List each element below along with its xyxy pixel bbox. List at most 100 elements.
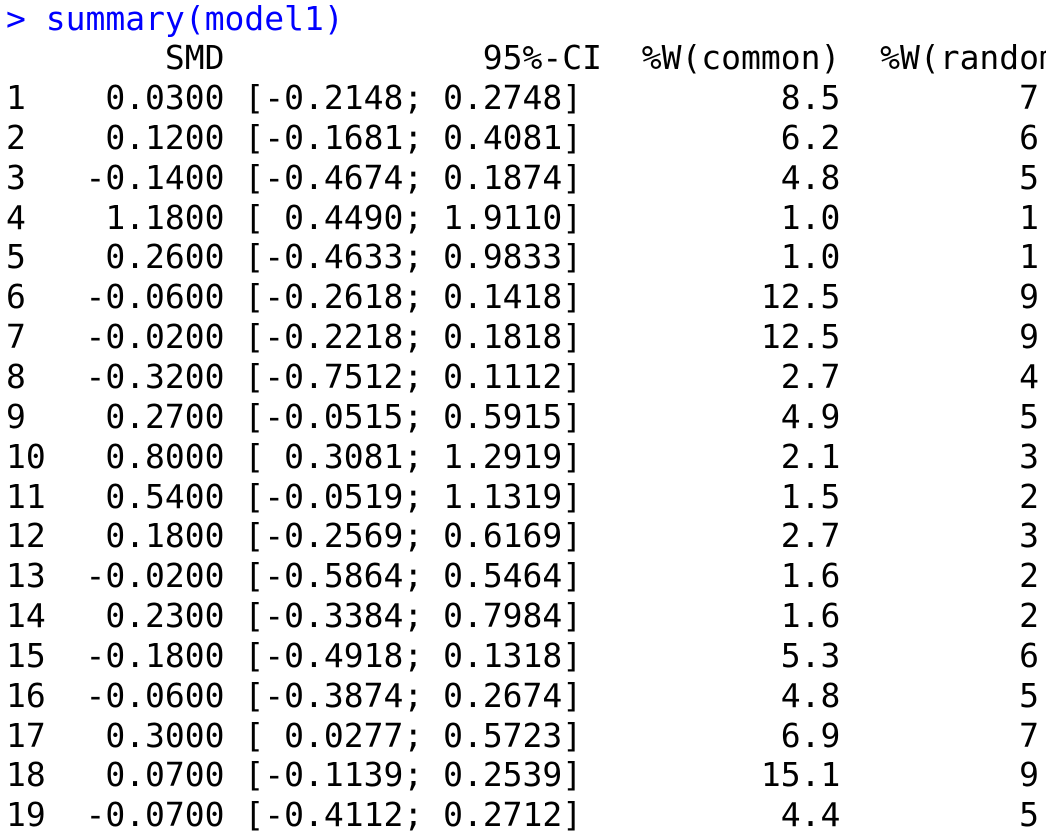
ci-upper: 0.6169 (443, 516, 563, 556)
ci-upper: 0.2674 (443, 675, 563, 715)
confidence-interval: [0.4490; 1.9110] (244, 197, 583, 237)
table-row: 2 0.1200 [-0.1681; 0.4081] 6.2 6.6 (6, 118, 1046, 158)
ci-upper: 1.2919 (443, 436, 563, 476)
ci-lower: 0.0277 (284, 715, 404, 755)
smd-value: -0.0200 (85, 556, 225, 596)
weight-random-value: 7.0 (1019, 715, 1046, 755)
ci-upper: 1.1319 (443, 476, 563, 516)
header-weight-random: %W(random) (880, 38, 1046, 77)
table-row: 15 -0.1800 [-0.4918; 0.1318] 5.3 6.0 (6, 636, 1046, 676)
table-row: 19 -0.0700 [-0.4112; 0.2712] 4.4 5.4 (6, 795, 1046, 835)
ci-lower: -0.7512 (264, 356, 404, 396)
weight-random-value: 4.0 (1019, 356, 1046, 396)
confidence-interval: [0.3081; 1.2919] (244, 436, 583, 476)
ci-lower: -0.4633 (264, 237, 404, 277)
table-row: 16 -0.0600 [-0.3874; 0.2674] 4.8 5.7 (6, 676, 1046, 716)
ci-lower: -0.4674 (264, 157, 404, 197)
weight-random-value: 5.8 (1019, 396, 1046, 436)
smd-value: -0.0600 (85, 675, 225, 715)
header-smd: SMD (164, 38, 225, 77)
smd-value: -0.1800 (85, 635, 225, 675)
smd-value: -0.3200 (85, 356, 225, 396)
weight-common-value: 4.4 (780, 795, 841, 835)
row-id: 10 (6, 436, 46, 476)
weight-random-value: 1.7 (1019, 197, 1046, 237)
confidence-interval: [-0.2569; 0.6169] (244, 516, 583, 556)
ci-upper: 1.9110 (443, 197, 563, 237)
confidence-interval: [-0.0519; 1.1319] (244, 476, 583, 516)
confidence-interval: [-0.3384; 0.7984] (244, 596, 583, 636)
ci-lower: -0.0519 (264, 476, 404, 516)
weight-common-value: 6.2 (780, 117, 841, 157)
weight-common-value: 4.8 (780, 675, 841, 715)
table-row: 4 1.1800 [0.4490; 1.9110] 1.0 1.7 (6, 198, 1046, 238)
ci-lower: -0.0515 (264, 396, 404, 436)
ci-lower: -0.5864 (264, 556, 404, 596)
ci-upper: 0.2712 (443, 795, 563, 835)
confidence-interval: [-0.4674; 0.1874] (244, 157, 583, 197)
confidence-interval: [-0.4112; 0.2712] (244, 795, 583, 835)
row-id: 16 (6, 675, 46, 715)
confidence-interval: [0.0277; 0.5723] (244, 715, 583, 755)
weight-common-value: 8.5 (780, 78, 841, 117)
confidence-interval: [-0.2218; 0.1818] (244, 317, 583, 357)
row-id: 4 (6, 197, 26, 237)
table-row: 1 0.0300 [-0.2148; 0.2748] 8.5 7.7 (6, 78, 1046, 118)
confidence-interval: [-0.7512; 0.1112] (244, 356, 583, 396)
row-id: 17 (6, 715, 46, 755)
ci-upper: 0.7984 (443, 596, 563, 636)
ci-lower: -0.3384 (264, 596, 404, 636)
confidence-interval: [-0.4633; 0.9833] (244, 237, 583, 277)
weight-common-value: 12.5 (760, 317, 841, 357)
weight-common-value: 15.1 (760, 755, 841, 795)
ci-upper: 0.1112 (443, 356, 563, 396)
row-id: 8 (6, 356, 26, 396)
ci-lower: -0.4112 (264, 795, 404, 835)
weight-random-value: 6.0 (1019, 635, 1046, 675)
table-row: 7 -0.0200 [-0.2218; 0.1818] 12.5 9.1 (6, 317, 1046, 357)
smd-value: -0.0200 (85, 317, 225, 357)
command-text: summary(model1) (45, 0, 344, 38)
smd-value: 0.1200 (105, 117, 225, 157)
table-row: 11 0.5400 [-0.0519; 1.1319] 1.5 2.4 (6, 477, 1046, 517)
ci-upper: 0.1874 (443, 157, 563, 197)
ci-upper: 0.1318 (443, 635, 563, 675)
ci-upper: 0.4081 (443, 117, 563, 157)
row-id: 7 (6, 317, 26, 357)
header-ci: 95%-CI (482, 38, 602, 77)
row-id: 13 (6, 556, 46, 596)
weight-random-value: 3.9 (1019, 516, 1046, 556)
confidence-interval: [-0.1681; 0.4081] (244, 117, 583, 157)
smd-value: 0.2300 (105, 596, 225, 636)
table-row: 6 -0.0600 [-0.2618; 0.1418] 12.5 9.1 (6, 277, 1046, 317)
weight-random-value: 9.7 (1019, 755, 1046, 795)
weight-random-value: 2.6 (1019, 556, 1046, 596)
ci-upper: 0.5915 (443, 396, 563, 436)
row-id: 14 (6, 596, 46, 636)
ci-lower: 0.3081 (284, 436, 404, 476)
row-id: 9 (6, 396, 26, 436)
confidence-interval: [-0.0515; 0.5915] (244, 396, 583, 436)
row-id: 2 (6, 117, 26, 157)
weight-common-value: 4.8 (780, 157, 841, 197)
table-header-row: SMD 95%-CI %W(common) %W(random) (6, 38, 1046, 78)
weight-common-value: 5.3 (780, 635, 841, 675)
weight-random-value: 9.1 (1019, 277, 1046, 317)
table-row: 8 -0.3200 [-0.7512; 0.1112] 2.7 4.0 (6, 357, 1046, 397)
ci-lower: -0.4918 (264, 635, 404, 675)
ci-upper: 0.5723 (443, 715, 563, 755)
smd-value: 0.2700 (105, 396, 225, 436)
prompt-symbol: > (6, 0, 26, 38)
weight-random-value: 5.4 (1019, 795, 1046, 835)
row-id: 3 (6, 157, 26, 197)
smd-value: 0.0300 (105, 78, 225, 117)
smd-value: 0.1800 (105, 516, 225, 556)
smd-value: 0.8000 (105, 436, 225, 476)
command-prompt-line: > summary(model1) (6, 0, 344, 39)
table-row: 17 0.3000 [0.0277; 0.5723] 6.9 7.0 (6, 716, 1046, 756)
ci-lower: -0.1681 (264, 117, 404, 157)
confidence-interval: [-0.4918; 0.1318] (244, 635, 583, 675)
row-id: 5 (6, 237, 26, 277)
ci-upper: 0.1418 (443, 277, 563, 317)
table-row: 12 0.1800 [-0.2569; 0.6169] 2.7 3.9 (6, 516, 1046, 556)
